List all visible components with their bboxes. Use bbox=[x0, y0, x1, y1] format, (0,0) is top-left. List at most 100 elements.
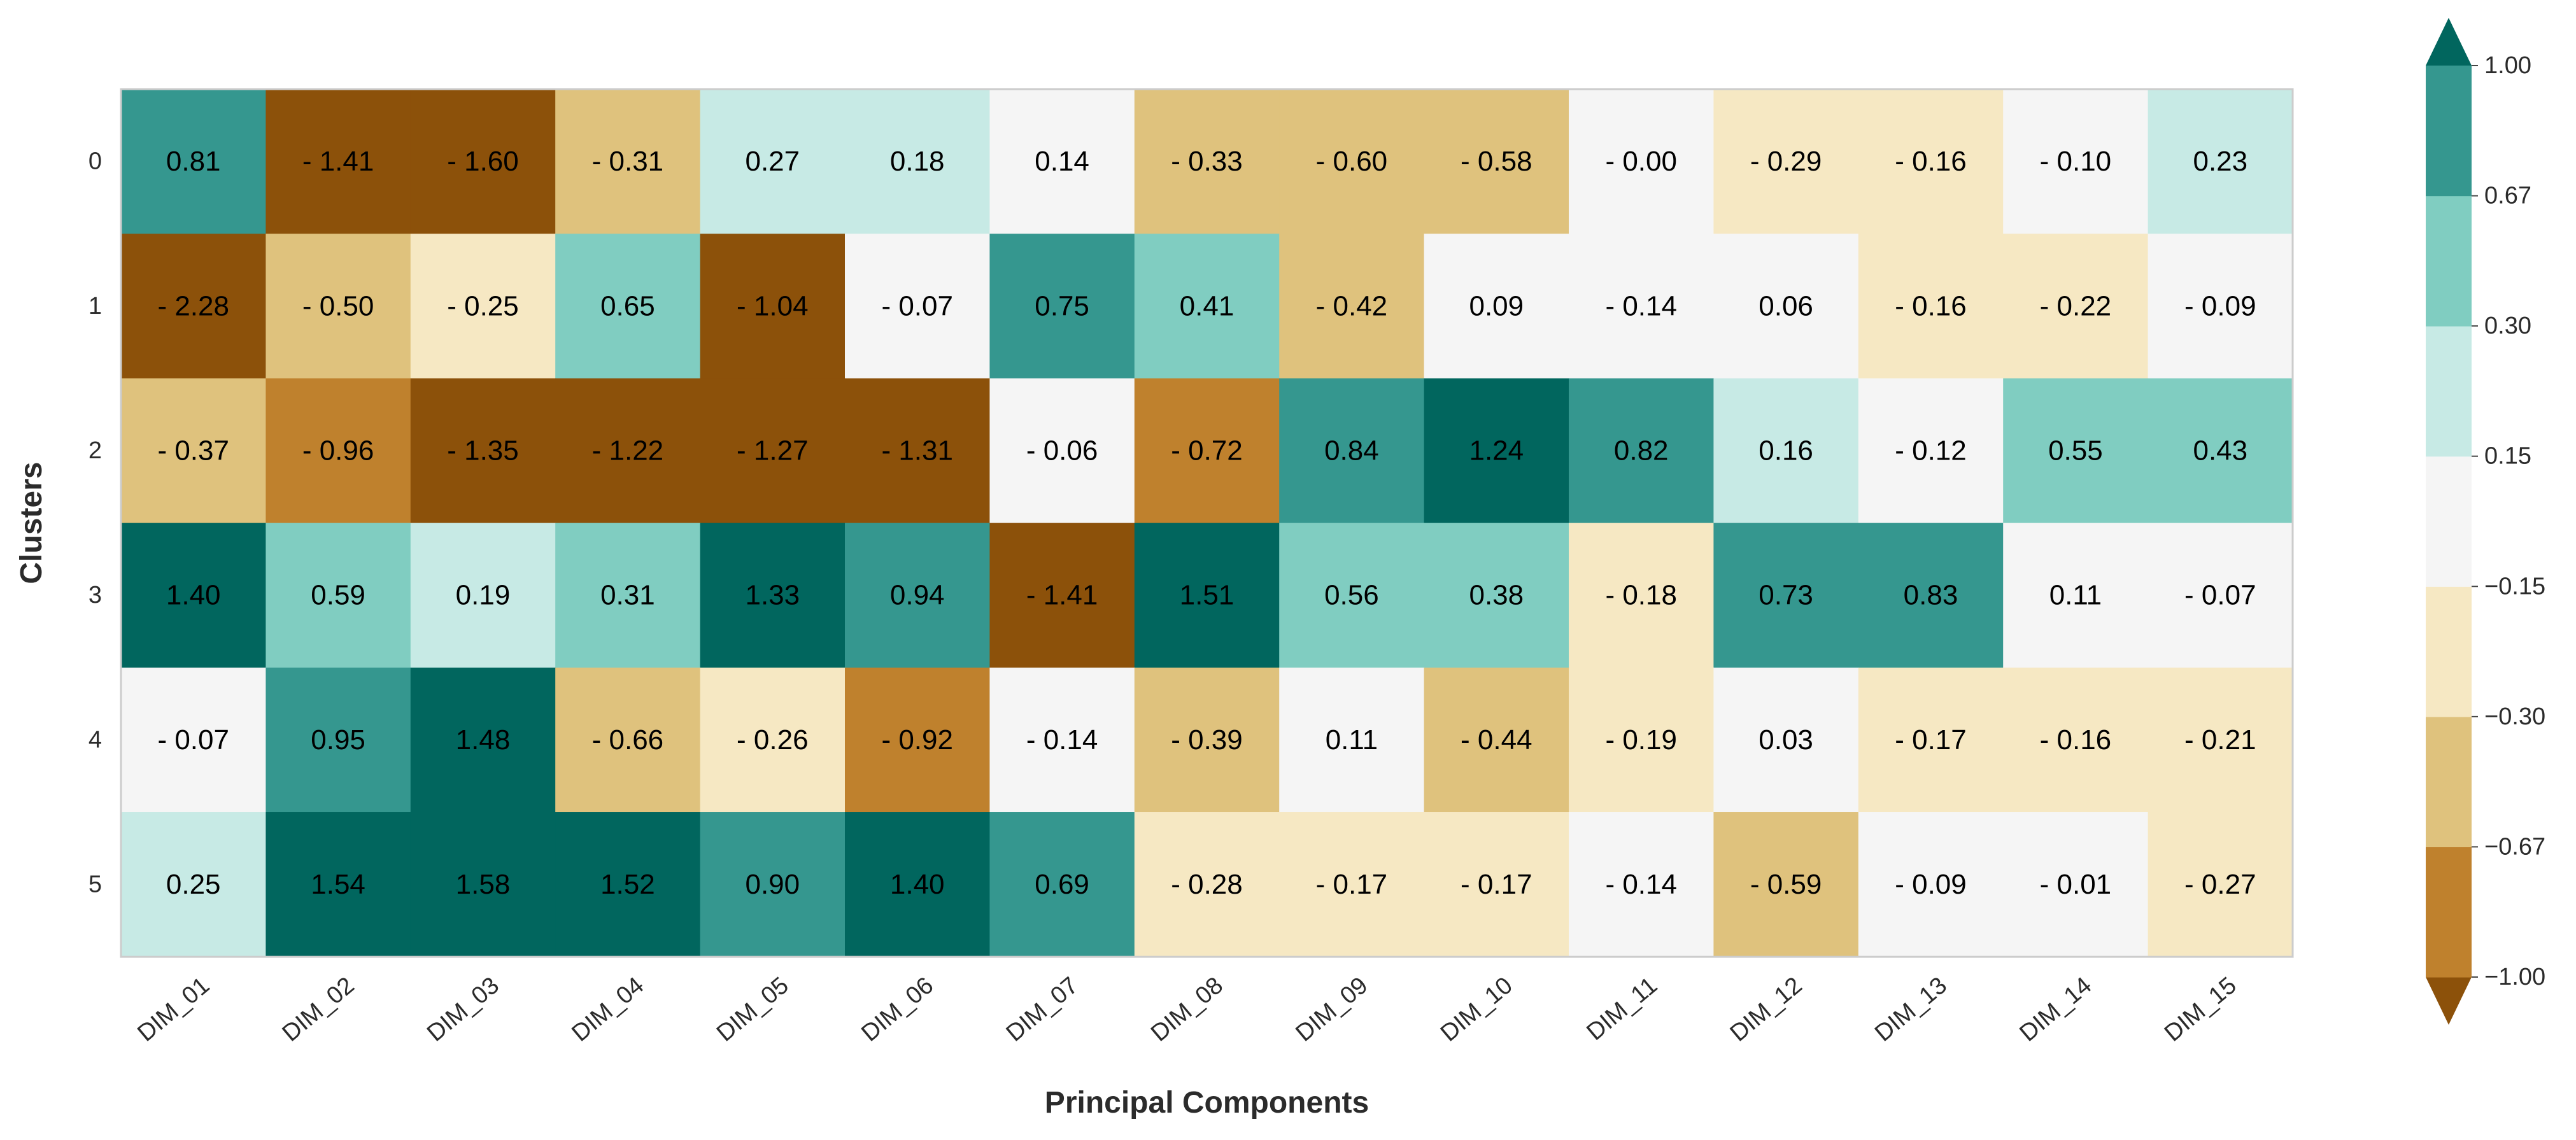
x-tick-label: DIM_15 bbox=[2160, 972, 2242, 1047]
cell-value-label: - 0.25 bbox=[447, 290, 519, 321]
cell-value-label: 1.40 bbox=[890, 869, 945, 900]
x-tick-label: DIM_03 bbox=[422, 972, 504, 1047]
cell-value-label: 0.19 bbox=[456, 580, 511, 611]
colorbar-segment bbox=[2426, 456, 2472, 587]
heatmap-cell bbox=[265, 89, 411, 234]
cell-value-label: - 0.27 bbox=[2184, 869, 2256, 900]
cell-value-label: - 0.92 bbox=[881, 724, 953, 756]
cell-value-label: 1.52 bbox=[600, 869, 655, 900]
colorbar-segment bbox=[2426, 847, 2472, 978]
cell-value-label: 0.41 bbox=[1180, 290, 1235, 321]
cell-value-label: - 0.07 bbox=[881, 290, 953, 321]
cell-value-label: 0.11 bbox=[2049, 580, 2102, 611]
heatmap-cell bbox=[1713, 378, 1859, 524]
heatmap-cells bbox=[121, 89, 2293, 957]
heatmap-cell bbox=[700, 234, 846, 379]
cell-value-label: - 0.14 bbox=[1605, 290, 1677, 321]
colorbar-tick-label: −0.30 bbox=[2484, 703, 2545, 730]
cell-value-label: 0.84 bbox=[1324, 435, 1379, 467]
heatmap-cell bbox=[410, 523, 556, 668]
heatmap-cell bbox=[1858, 667, 2004, 813]
cell-value-label: - 0.19 bbox=[1605, 724, 1677, 756]
colorbar-segment bbox=[2426, 586, 2472, 717]
heatmap-cell bbox=[1858, 89, 2004, 234]
heatmap-cell bbox=[1279, 523, 1425, 668]
heatmap-cell bbox=[2148, 667, 2293, 813]
heatmap-cell bbox=[555, 378, 701, 524]
heatmap-cell bbox=[1279, 89, 1425, 234]
cell-value-label: 1.51 bbox=[1180, 580, 1235, 611]
heatmap-cell bbox=[1424, 89, 1569, 234]
heatmap-cell bbox=[2148, 523, 2293, 668]
heatmap-cell bbox=[989, 89, 1135, 234]
cell-value-label: 0.27 bbox=[745, 146, 800, 177]
cell-value-label: - 0.37 bbox=[157, 435, 229, 467]
heatmap-cell bbox=[1569, 523, 1714, 668]
cell-value-label: 0.59 bbox=[311, 580, 365, 611]
cell-value-label: 0.81 bbox=[166, 146, 221, 177]
cell-value-label: - 0.72 bbox=[1171, 435, 1243, 467]
cell-value-label: - 0.14 bbox=[1026, 724, 1098, 756]
heatmap-cell bbox=[2003, 89, 2149, 234]
heatmap-cell bbox=[1569, 378, 1714, 524]
cell-value-label: 0.83 bbox=[1904, 580, 1958, 611]
cell-value-label: 0.55 bbox=[2048, 435, 2103, 467]
heatmap-cell bbox=[1713, 812, 1859, 957]
y-tick-labels: 0 1 2 3 4 5 bbox=[88, 148, 102, 898]
cell-value-label: - 0.07 bbox=[157, 724, 229, 756]
cell-value-label: - 0.14 bbox=[1605, 869, 1677, 900]
cell-value-label: 0.09 bbox=[1469, 290, 1524, 321]
cell-value-label: - 0.22 bbox=[2040, 290, 2112, 321]
heatmap-cell bbox=[121, 234, 266, 379]
cell-value-label: - 1.04 bbox=[737, 290, 809, 321]
y-tick-label: 4 bbox=[88, 726, 102, 753]
heatmap-cell bbox=[410, 234, 556, 379]
heatmap-cell bbox=[2003, 234, 2149, 379]
colorbar-tick-label: −0.15 bbox=[2484, 573, 2545, 600]
heatmap-cell bbox=[845, 234, 990, 379]
heatmap-cell bbox=[1424, 234, 1569, 379]
heatmap-cell bbox=[1279, 667, 1425, 813]
heatmap-cell bbox=[555, 234, 701, 379]
cell-value-label: - 1.22 bbox=[592, 435, 664, 467]
heatmap-cell bbox=[1858, 523, 2004, 668]
cell-value-label: - 0.21 bbox=[2184, 724, 2256, 756]
colorbar bbox=[2426, 18, 2472, 1025]
heatmap-cell bbox=[410, 667, 556, 813]
cell-value-label: - 0.06 bbox=[1026, 435, 1098, 467]
cell-value-label: 0.31 bbox=[600, 580, 655, 611]
cell-value-label: - 0.16 bbox=[1895, 290, 1967, 321]
heatmap-cell bbox=[700, 89, 846, 234]
heatmap-cell bbox=[1134, 234, 1280, 379]
cell-value-label: - 0.60 bbox=[1316, 146, 1388, 177]
heatmap-cell bbox=[700, 812, 846, 957]
x-tick-label: DIM_11 bbox=[1582, 972, 1662, 1046]
colorbar-tick-label: 0.15 bbox=[2484, 443, 2531, 470]
colorbar-tick-label: 0.30 bbox=[2484, 313, 2531, 339]
heatmap-cell bbox=[121, 378, 266, 524]
cell-value-label: - 2.28 bbox=[157, 290, 229, 321]
cell-value-label: 0.95 bbox=[311, 724, 365, 756]
y-tick-label: 5 bbox=[88, 871, 102, 898]
heatmap-cell bbox=[1134, 667, 1280, 813]
cell-value-label: - 0.96 bbox=[302, 435, 374, 467]
cell-value-label: - 1.60 bbox=[447, 146, 519, 177]
cell-value-label: 0.82 bbox=[1614, 435, 1669, 467]
cell-value-label: - 0.18 bbox=[1605, 580, 1677, 611]
heatmap-cell bbox=[989, 234, 1135, 379]
cell-value-label: 0.65 bbox=[600, 290, 655, 321]
cell-value-label: - 0.09 bbox=[2184, 290, 2256, 321]
heatmap-cell bbox=[1424, 667, 1569, 813]
cell-value-label: - 0.42 bbox=[1316, 290, 1388, 321]
cell-value-label: 0.56 bbox=[1324, 580, 1379, 611]
heatmap-cell bbox=[1858, 234, 2004, 379]
cell-value-label: - 0.16 bbox=[2040, 724, 2112, 756]
heatmap-cell bbox=[845, 667, 990, 813]
colorbar-tick-label: 0.67 bbox=[2484, 183, 2531, 209]
heatmap-cell bbox=[1279, 812, 1425, 957]
heatmap-cell bbox=[1134, 812, 1280, 957]
heatmap-cell bbox=[1858, 378, 2004, 524]
cell-value-label: 1.48 bbox=[456, 724, 511, 756]
heatmap-cell bbox=[1424, 523, 1569, 668]
cell-value-label: 0.38 bbox=[1469, 580, 1524, 611]
